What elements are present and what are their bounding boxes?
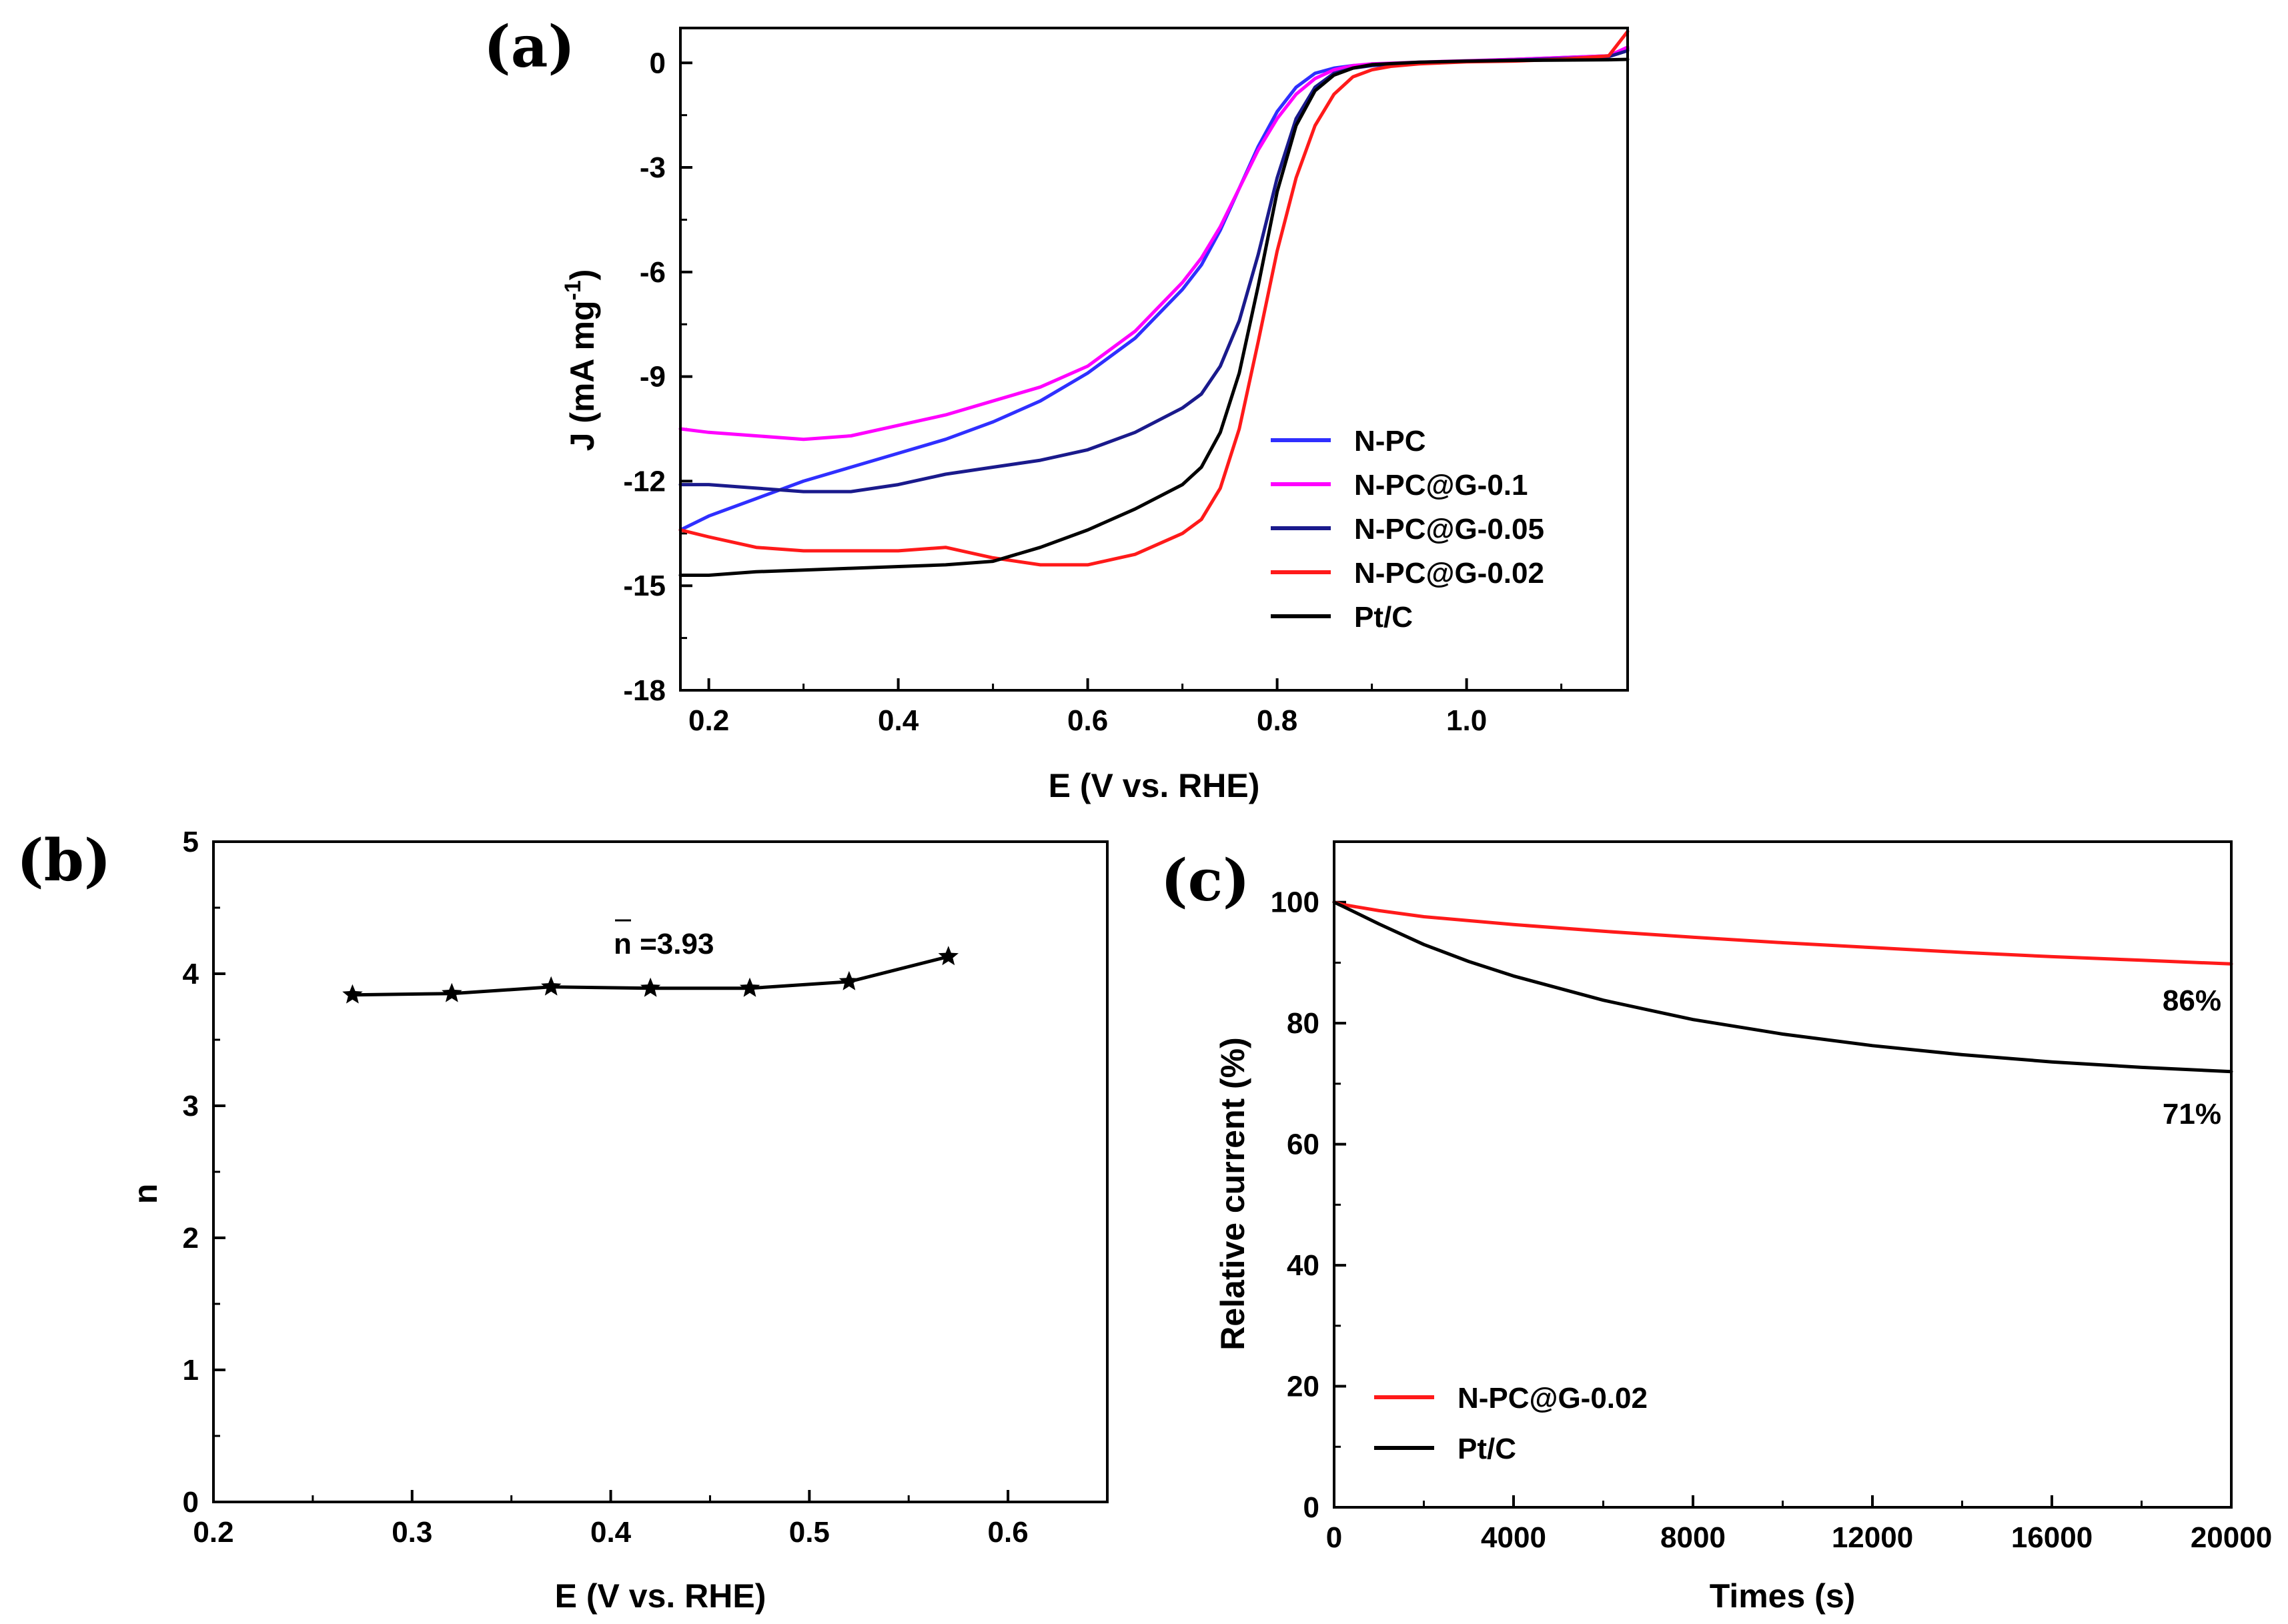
panel-c-label: (c): [1161, 847, 1250, 914]
panel-a-x-ticks: 0.2 0.4 0.6 0.8 1.0: [688, 678, 1563, 737]
panel-a-label: (a): [484, 13, 575, 81]
panel-b-y-ticks: 0 1 2 3 4 5: [183, 826, 225, 1519]
panel-b-x-axis-title: E (V vs. RHE): [555, 1577, 766, 1615]
legend-label-pt-c: Pt/C: [1354, 601, 1413, 634]
y-tick-label: 20: [1287, 1371, 1319, 1403]
panel-a: (a) 0 -3 -6 -9 -12 -15 -18 0.2 0.4 0.6 0.8 1.0 E (…: [484, 13, 1630, 804]
x-tick-label: 1.0: [1446, 704, 1487, 737]
series-n-pc-g-0-05: [678, 49, 1630, 494]
x-tick-label: 0.6: [1067, 704, 1108, 737]
y-tick-label: -18: [623, 674, 666, 707]
data-point-star: [541, 976, 562, 996]
x-tick-label: 0.6: [988, 1516, 1029, 1549]
panel-b-annotation-n: n: [614, 928, 632, 960]
y-tick-label: 1: [183, 1354, 199, 1387]
y-tick-label: -15: [623, 570, 666, 602]
panel-a-y-axis-title: J (mA mg-1): [560, 269, 601, 452]
panel-c-series: [1332, 900, 2233, 1074]
panel-c-annotation-71: 71%: [2163, 1098, 2221, 1130]
y-tick-label: 80: [1287, 1007, 1319, 1040]
panel-b-average-annotation: n =3.93: [614, 919, 714, 960]
x-tick-label: 8000: [1660, 1521, 1726, 1554]
y-tick-label: -12: [623, 465, 666, 498]
y-tick-label: 100: [1271, 886, 1319, 919]
y-tick-label: 0: [183, 1486, 199, 1519]
series-pt-c: [1332, 900, 2233, 1074]
y-tick-label: -3: [640, 151, 666, 184]
panel-c-legend: N-PC@G-0.02 Pt/C: [1374, 1382, 1648, 1465]
y-tick-label: 3: [183, 1090, 199, 1122]
panel-a-y-axis-title-main: J (mA mg: [564, 300, 601, 451]
y-tick-label: -9: [640, 361, 666, 393]
legend-label-n-pc-g-0-1: N-PC@G-0.1: [1354, 469, 1528, 502]
series-n-pc: [678, 47, 1630, 532]
y-tick-label: -6: [640, 256, 666, 289]
panel-a-y-axis-title-close: ): [564, 269, 601, 281]
data-point-star: [442, 982, 462, 1002]
panel-a-series: [678, 29, 1630, 577]
y-tick-label: 2: [183, 1222, 199, 1255]
panel-c-annotation-86: 86%: [2163, 984, 2221, 1017]
y-tick-label: 0: [650, 47, 666, 79]
y-tick-label: 5: [183, 826, 199, 858]
panel-b-label: (b): [17, 827, 111, 894]
x-tick-label: 0.8: [1257, 704, 1297, 737]
legend-label-n-pc-g-0-05: N-PC@G-0.05: [1354, 513, 1544, 546]
x-tick-label: 0.2: [688, 704, 729, 737]
panel-b-annotation-value: =3.93: [632, 928, 714, 960]
x-tick-label: 0.4: [590, 1516, 632, 1549]
legend-label-n-pc-g-0-02: N-PC@G-0.02: [1354, 557, 1544, 590]
x-tick-label: 0.4: [878, 704, 919, 737]
data-point-star: [342, 984, 363, 1004]
y-tick-label: 40: [1287, 1249, 1319, 1282]
panel-a-y-axis-title-sup: -1: [560, 280, 586, 300]
panel-c: (c) 0 20 40 60 80 100 0 4000 8000 12000 16000 2000…: [1161, 840, 2272, 1615]
data-point-star: [838, 970, 860, 990]
panel-b: (b) 0 1 2 3 4 5 0.2 0.3 0.4 0.5 0.6 E (V vs. RHE)…: [17, 826, 1109, 1615]
legend-label-n-pc: N-PC: [1354, 425, 1426, 458]
x-tick-label: 4000: [1481, 1521, 1546, 1554]
y-tick-label: 60: [1287, 1128, 1319, 1161]
panel-c-frame: [1333, 840, 2233, 1509]
x-tick-label: 16000: [2011, 1521, 2093, 1554]
y-tick-label: 4: [183, 958, 199, 990]
data-point-star: [640, 977, 661, 997]
panel-a-legend: N-PC N-PC@G-0.1 N-PC@G-0.05 N-PC@G-0.02 Pt/C: [1271, 425, 1544, 634]
y-tick-label: 0: [1303, 1491, 1319, 1524]
panel-b-y-axis-title: n: [127, 1184, 164, 1204]
panel-c-y-axis-title: Relative current (%): [1214, 1037, 1251, 1351]
x-tick-label: 0.5: [789, 1516, 830, 1549]
series-pt-c: [678, 57, 1630, 577]
panel-b-x-ticks: 0.2 0.3 0.4 0.5 0.6: [193, 1490, 1029, 1549]
panel-c-y-ticks: 0 20 40 60 80 100: [1271, 886, 1346, 1524]
panel-a-frame: [679, 27, 1629, 692]
legend-label-n-pc-g-0-02: N-PC@G-0.02: [1458, 1382, 1648, 1415]
panel-a-y-ticks: 0 -3 -6 -9 -12 -15 -18: [623, 47, 692, 707]
data-point-star: [739, 977, 760, 997]
panel-b-frame: [212, 840, 1109, 1503]
data-point-star: [938, 946, 959, 966]
x-tick-label: 0: [1326, 1521, 1342, 1554]
panel-c-x-ticks: 0 4000 8000 12000 16000 20000: [1326, 1495, 2272, 1554]
x-tick-label: 12000: [1832, 1521, 1913, 1554]
panel-b-annotation: n =3.93: [614, 928, 714, 960]
x-tick-label: 0.3: [392, 1516, 432, 1549]
panel-a-x-axis-title: E (V vs. RHE): [1049, 767, 1260, 804]
panel-c-x-axis-title: Times (s): [1710, 1577, 1856, 1615]
series-n-pc-g-0-1: [678, 45, 1630, 442]
panel-b-series: [342, 946, 959, 1004]
x-tick-label: 20000: [2191, 1521, 2272, 1554]
legend-label-pt-c: Pt/C: [1458, 1433, 1516, 1465]
series-n-pc-g-0-02: [1332, 900, 2233, 966]
x-tick-label: 0.2: [193, 1516, 233, 1549]
